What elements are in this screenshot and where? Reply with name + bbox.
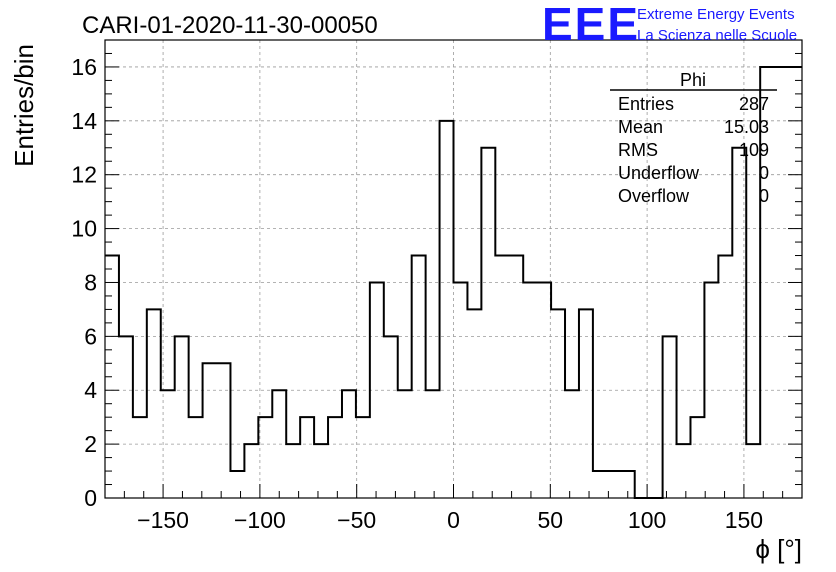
- y-tick-label: 4: [84, 377, 97, 403]
- histogram-bin: [509, 256, 523, 498]
- x-tick-label: 0: [447, 507, 460, 533]
- stats-box-title: Phi: [680, 70, 706, 90]
- histogram-bin: [300, 417, 314, 498]
- histogram-bin: [272, 390, 286, 498]
- histogram-bin: [746, 444, 760, 498]
- histogram-bin: [244, 444, 258, 498]
- stats-value-overflow: 0: [759, 186, 769, 206]
- histogram-bin: [663, 336, 677, 498]
- y-tick-label: 0: [84, 485, 97, 511]
- histogram-bin: [607, 471, 621, 498]
- histogram-bin: [230, 471, 244, 498]
- histogram-bin: [495, 256, 509, 498]
- histogram-bin: [565, 390, 579, 498]
- histogram-bin: [593, 471, 607, 498]
- histogram-bin: [356, 417, 370, 498]
- histogram-bin: [732, 148, 746, 498]
- histogram-bin: [579, 309, 593, 498]
- y-tick-labels: 0 2 4 6 8 10 12 14 16: [71, 54, 97, 511]
- x-tick-label: 50: [538, 507, 564, 533]
- stats-label-overflow: Overflow: [618, 186, 690, 206]
- histogram-bin: [677, 444, 691, 498]
- x-tick-label: −100: [234, 507, 286, 533]
- y-tick-label: 6: [84, 323, 97, 349]
- x-tick-label: −50: [337, 507, 376, 533]
- histogram-bin: [774, 67, 788, 498]
- stats-value-underflow: 0: [759, 163, 769, 183]
- histogram-series: [105, 65, 802, 499]
- y-tick-label: 8: [84, 269, 97, 295]
- axis-ticks: [104, 52, 803, 499]
- histogram-outline: [105, 65, 802, 499]
- histogram-bin: [398, 390, 412, 498]
- x-axis-label: ϕ [°]: [755, 534, 802, 564]
- histogram-bin: [426, 390, 440, 498]
- histogram-bin: [133, 417, 147, 498]
- chart-title: CARI-01-2020-11-30-00050: [82, 12, 378, 39]
- stats-value-rms: 109: [739, 140, 769, 160]
- histogram-bin: [189, 417, 203, 498]
- histogram-bin: [718, 256, 732, 498]
- histogram-bin: [370, 282, 384, 498]
- y-axis-label: Entries/bin: [9, 44, 39, 167]
- y-tick-label: 10: [71, 216, 97, 242]
- histogram-bin: [147, 309, 161, 498]
- stats-value-entries: 287: [739, 94, 769, 114]
- x-tick-labels: −150 −100 −50 0 50 100 150: [137, 507, 763, 533]
- histogram-bin: [690, 417, 704, 498]
- histogram-bin: [175, 336, 189, 498]
- x-tick-label: 100: [628, 507, 666, 533]
- histogram-bin: [342, 390, 356, 498]
- stats-label-mean: Mean: [618, 117, 663, 137]
- histogram-bin: [454, 282, 468, 498]
- histogram-bin: [523, 282, 537, 498]
- histogram-bin: [440, 121, 454, 498]
- x-tick-label: 150: [725, 507, 763, 533]
- eee-logo-line1: Extreme Energy Events: [637, 6, 795, 23]
- histogram-bin: [328, 417, 342, 498]
- stats-label-entries: Entries: [618, 94, 674, 114]
- stats-box: Phi Entries 287 Mean 15.03 RMS 109 Under…: [610, 70, 777, 206]
- eee-logo-line2: La Scienza nelle Scuole: [637, 27, 797, 44]
- stats-label-underflow: Underflow: [618, 163, 700, 183]
- x-tick-label: −150: [137, 507, 189, 533]
- histogram-bin: [551, 309, 565, 498]
- histogram-bin: [161, 390, 175, 498]
- eee-logo: EEE: [542, 0, 640, 50]
- histogram-bin: [467, 309, 481, 498]
- histogram-bin: [481, 148, 495, 498]
- stats-value-mean: 15.03: [724, 117, 769, 137]
- histogram-bin: [537, 282, 551, 498]
- histogram-bin: [286, 444, 300, 498]
- histogram-bin: [203, 363, 217, 498]
- histogram-bin: [314, 444, 328, 498]
- histogram-bin: [119, 336, 133, 498]
- y-tick-label: 12: [71, 162, 97, 188]
- histogram-bin: [412, 256, 426, 498]
- histogram-bin: [704, 282, 718, 498]
- stats-label-rms: RMS: [618, 140, 658, 160]
- histogram-bin: [384, 336, 398, 498]
- y-tick-label: 2: [84, 431, 97, 457]
- histogram-bin: [217, 363, 231, 498]
- y-tick-label: 16: [71, 54, 97, 80]
- y-tick-label: 14: [71, 108, 97, 134]
- histogram-bin: [258, 417, 272, 498]
